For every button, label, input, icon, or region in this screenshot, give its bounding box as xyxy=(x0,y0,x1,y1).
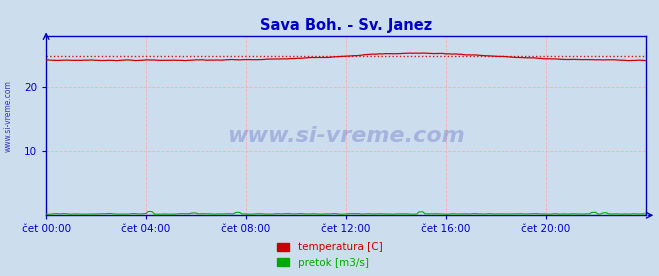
Text: www.si-vreme.com: www.si-vreme.com xyxy=(227,126,465,146)
Title: Sava Boh. - Sv. Janez: Sava Boh. - Sv. Janez xyxy=(260,18,432,33)
Legend: temperatura [C], pretok [m3/s]: temperatura [C], pretok [m3/s] xyxy=(273,239,386,271)
Text: www.si-vreme.com: www.si-vreme.com xyxy=(3,80,13,152)
